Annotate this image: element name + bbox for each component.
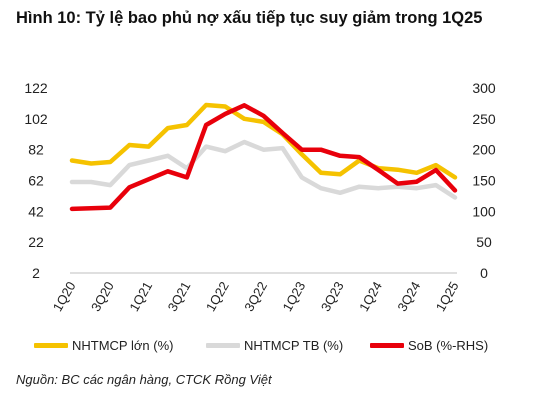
legend-item-0: NHTMCP lớn (%): [34, 338, 173, 353]
series-line-1: [69, 139, 458, 200]
legend-label-0: NHTMCP lớn (%): [72, 338, 174, 353]
x-tick-label-3: 3Q21: [165, 279, 194, 314]
legend: NHTMCP lớn (%) NHTMCP TB (%) SoB (%-RHS): [18, 338, 518, 358]
y-right-tick-label-3: 150: [472, 173, 496, 189]
x-tick-label-1: 3Q20: [88, 279, 117, 314]
series-line-2: [69, 103, 458, 212]
y-right-tick-label-6: 300: [472, 80, 496, 96]
x-tick-label-5: 3Q22: [241, 279, 270, 314]
y-right-tick-label-0: 0: [480, 265, 488, 281]
y-left-tick-label-4: 82: [28, 142, 44, 158]
x-tick-label-7: 3Q23: [318, 279, 347, 314]
legend-label-1: NHTMCP TB (%): [244, 338, 344, 353]
x-tick-label-0: 1Q20: [50, 279, 79, 314]
legend-swatch-0: [34, 343, 68, 348]
x-tick-label-4: 1Q22: [203, 279, 232, 314]
x-tick-label-10: 1Q25: [433, 279, 462, 314]
x-tick-label-2: 1Q21: [126, 279, 155, 314]
y-right-tick-label-1: 50: [476, 234, 492, 250]
y-right-tick-label-2: 100: [472, 203, 496, 219]
chart-title: Hình 10: Tỷ lệ bao phủ nợ xấu tiếp tục s…: [16, 9, 483, 27]
series-line-0: [69, 102, 458, 180]
x-tick-label-8: 1Q24: [356, 279, 385, 314]
y-left-tick-label-5: 102: [24, 111, 48, 127]
y-left-tick-label-2: 42: [28, 203, 44, 219]
y-right-tick-label-4: 200: [472, 142, 496, 158]
y-left-tick-label-3: 62: [28, 173, 44, 189]
y-left-tick-label-0: 2: [32, 265, 40, 281]
x-tick-label-6: 1Q23: [280, 279, 309, 314]
legend-item-1: NHTMCP TB (%): [206, 338, 343, 353]
legend-swatch-1: [206, 343, 240, 348]
source-note: Nguồn: BC các ngân hàng, CTCK Rồng Việt: [16, 372, 272, 387]
x-tick-label-9: 3Q24: [394, 279, 423, 314]
y-left-tick-label-1: 22: [28, 234, 44, 250]
legend-label-2: SoB (%-RHS): [408, 338, 489, 353]
legend-item-2: SoB (%-RHS): [370, 338, 488, 353]
legend-swatch-2: [370, 343, 404, 348]
y-left-tick-label-6: 122: [24, 80, 48, 96]
y-right-tick-label-5: 250: [472, 111, 496, 127]
